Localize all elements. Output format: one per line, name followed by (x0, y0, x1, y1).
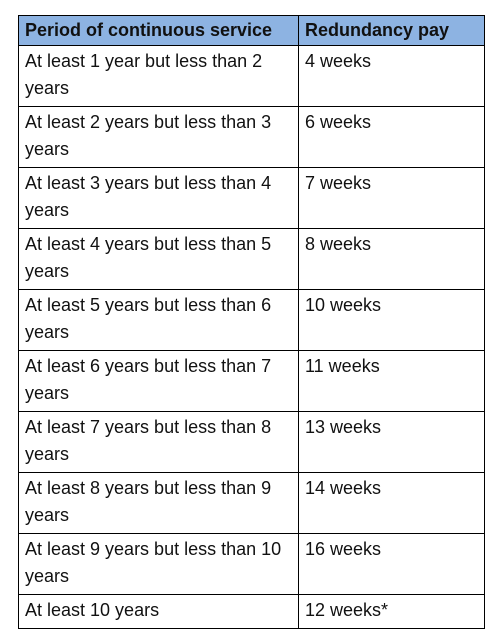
table-row: At least 4 years but less than 5 years 8… (18, 228, 485, 290)
pay-cell: 12 weeks* (298, 594, 485, 629)
table-row: At least 5 years but less than 6 years 1… (18, 289, 485, 351)
header-period: Period of continuous service (18, 15, 299, 46)
pay-cell: 8 weeks (298, 228, 485, 290)
pay-cell: 11 weeks (298, 350, 485, 412)
pay-cell: 14 weeks (298, 472, 485, 534)
pay-cell: 16 weeks (298, 533, 485, 595)
redundancy-pay-table-container: Period of continuous service Redundancy … (18, 15, 485, 629)
pay-cell: 6 weeks (298, 106, 485, 168)
period-cell: At least 1 year but less than 2 years (18, 45, 299, 107)
table-row: At least 8 years but less than 9 years 1… (18, 472, 485, 534)
period-cell: At least 3 years but less than 4 years (18, 167, 299, 229)
table-row: At least 3 years but less than 4 years 7… (18, 167, 485, 229)
period-cell: At least 5 years but less than 6 years (18, 289, 299, 351)
redundancy-pay-table: Period of continuous service Redundancy … (18, 15, 485, 629)
table-header-row: Period of continuous service Redundancy … (18, 15, 485, 46)
pay-cell: 10 weeks (298, 289, 485, 351)
period-cell: At least 10 years (18, 594, 299, 629)
pay-cell: 4 weeks (298, 45, 485, 107)
pay-cell: 7 weeks (298, 167, 485, 229)
table-row: At least 9 years but less than 10 years … (18, 533, 485, 595)
period-cell: At least 4 years but less than 5 years (18, 228, 299, 290)
table-row: At least 10 years 12 weeks* (18, 594, 485, 629)
table-row: At least 7 years but less than 8 years 1… (18, 411, 485, 473)
header-redundancy-pay: Redundancy pay (298, 15, 485, 46)
table-row: At least 6 years but less than 7 years 1… (18, 350, 485, 412)
period-cell: At least 8 years but less than 9 years (18, 472, 299, 534)
period-cell: At least 7 years but less than 8 years (18, 411, 299, 473)
period-cell: At least 6 years but less than 7 years (18, 350, 299, 412)
period-cell: At least 2 years but less than 3 years (18, 106, 299, 168)
table-row: At least 2 years but less than 3 years 6… (18, 106, 485, 168)
period-cell: At least 9 years but less than 10 years (18, 533, 299, 595)
table-row: At least 1 year but less than 2 years 4 … (18, 45, 485, 107)
pay-cell: 13 weeks (298, 411, 485, 473)
